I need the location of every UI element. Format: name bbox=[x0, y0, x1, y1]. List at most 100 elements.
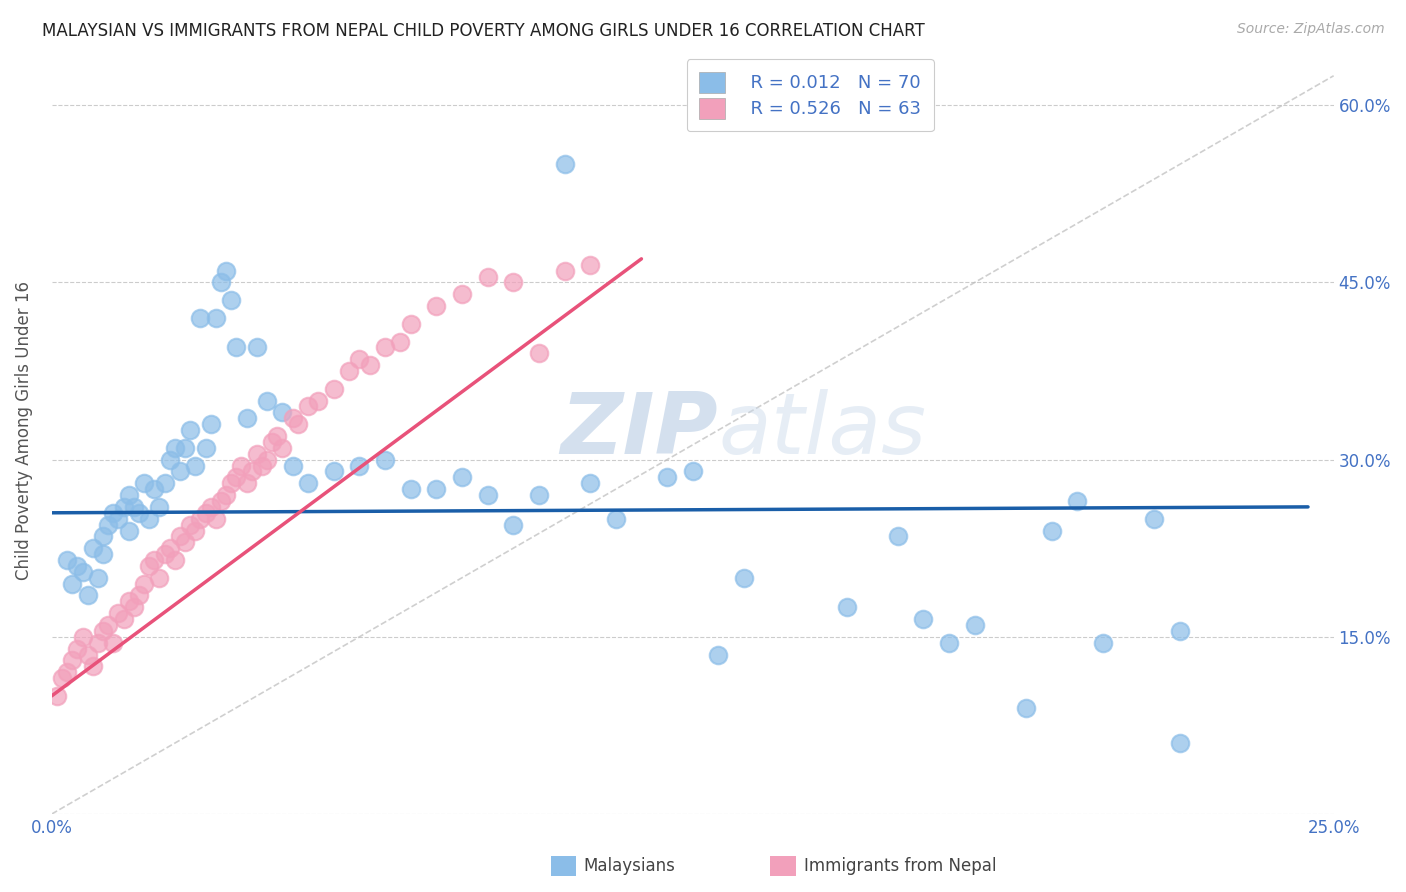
Point bbox=[97, 517, 120, 532]
Point bbox=[118, 594, 141, 608]
Point bbox=[91, 529, 114, 543]
Point bbox=[184, 524, 207, 538]
Point bbox=[359, 358, 381, 372]
Point bbox=[425, 482, 447, 496]
Point bbox=[219, 293, 242, 308]
Point bbox=[153, 476, 176, 491]
Point bbox=[337, 364, 360, 378]
Point bbox=[307, 393, 329, 408]
Point bbox=[122, 600, 145, 615]
Point bbox=[148, 571, 170, 585]
Point bbox=[527, 488, 550, 502]
Point bbox=[1040, 524, 1063, 538]
Point bbox=[56, 553, 79, 567]
Point bbox=[451, 287, 474, 301]
Point bbox=[297, 476, 319, 491]
Point bbox=[87, 571, 110, 585]
Point bbox=[477, 488, 499, 502]
Point bbox=[163, 553, 186, 567]
Point bbox=[553, 157, 575, 171]
Point bbox=[87, 636, 110, 650]
Point bbox=[219, 476, 242, 491]
Point bbox=[399, 317, 422, 331]
Point bbox=[209, 276, 232, 290]
Point bbox=[76, 648, 98, 662]
Point bbox=[107, 512, 129, 526]
Point bbox=[707, 648, 730, 662]
Point bbox=[97, 618, 120, 632]
Point bbox=[112, 500, 135, 514]
Point bbox=[82, 659, 104, 673]
Point bbox=[56, 665, 79, 680]
Point bbox=[425, 299, 447, 313]
Point bbox=[246, 340, 269, 354]
Point bbox=[235, 476, 257, 491]
Point bbox=[91, 624, 114, 638]
Point bbox=[271, 405, 294, 419]
Point bbox=[1091, 636, 1114, 650]
Point bbox=[349, 458, 371, 473]
Point bbox=[287, 417, 309, 432]
Point bbox=[205, 310, 228, 325]
Point bbox=[159, 541, 181, 556]
Point bbox=[246, 447, 269, 461]
Point bbox=[205, 512, 228, 526]
Point bbox=[1143, 512, 1166, 526]
Point bbox=[374, 452, 396, 467]
Point bbox=[1168, 624, 1191, 638]
Point bbox=[887, 529, 910, 543]
Point bbox=[163, 441, 186, 455]
Legend:   R = 0.012   N = 70,   R = 0.526   N = 63: R = 0.012 N = 70, R = 0.526 N = 63 bbox=[686, 59, 934, 131]
Point bbox=[82, 541, 104, 556]
Point bbox=[374, 340, 396, 354]
Point bbox=[159, 452, 181, 467]
Point bbox=[349, 352, 371, 367]
Point bbox=[1066, 494, 1088, 508]
Point bbox=[128, 589, 150, 603]
Point bbox=[118, 488, 141, 502]
Point bbox=[297, 400, 319, 414]
Point bbox=[200, 500, 222, 514]
Point bbox=[215, 488, 238, 502]
Point bbox=[225, 340, 247, 354]
Point bbox=[553, 263, 575, 277]
Point bbox=[281, 411, 304, 425]
Point bbox=[76, 589, 98, 603]
Point bbox=[271, 441, 294, 455]
Text: Immigrants from Nepal: Immigrants from Nepal bbox=[804, 857, 997, 875]
Point bbox=[194, 506, 217, 520]
Point bbox=[66, 558, 89, 573]
Point bbox=[143, 553, 166, 567]
Point bbox=[190, 512, 212, 526]
Text: Malaysians: Malaysians bbox=[583, 857, 675, 875]
Point bbox=[912, 612, 935, 626]
Point bbox=[72, 630, 94, 644]
Point bbox=[118, 524, 141, 538]
Point bbox=[143, 482, 166, 496]
Point bbox=[733, 571, 755, 585]
Point bbox=[60, 576, 83, 591]
Point bbox=[45, 689, 67, 703]
Point bbox=[938, 636, 960, 650]
Point bbox=[281, 458, 304, 473]
Point bbox=[209, 494, 232, 508]
Point bbox=[128, 506, 150, 520]
Point bbox=[91, 547, 114, 561]
Point bbox=[107, 606, 129, 620]
Point bbox=[477, 269, 499, 284]
Point bbox=[190, 310, 212, 325]
Point bbox=[132, 576, 155, 591]
Point bbox=[451, 470, 474, 484]
Point bbox=[1168, 736, 1191, 750]
Point bbox=[322, 465, 344, 479]
Point bbox=[179, 517, 201, 532]
Text: ZIP: ZIP bbox=[561, 389, 718, 472]
Point bbox=[502, 276, 524, 290]
Point bbox=[389, 334, 412, 349]
Point bbox=[250, 458, 273, 473]
Point bbox=[835, 600, 858, 615]
Point bbox=[605, 512, 627, 526]
Point bbox=[112, 612, 135, 626]
Point bbox=[655, 470, 678, 484]
Point bbox=[148, 500, 170, 514]
